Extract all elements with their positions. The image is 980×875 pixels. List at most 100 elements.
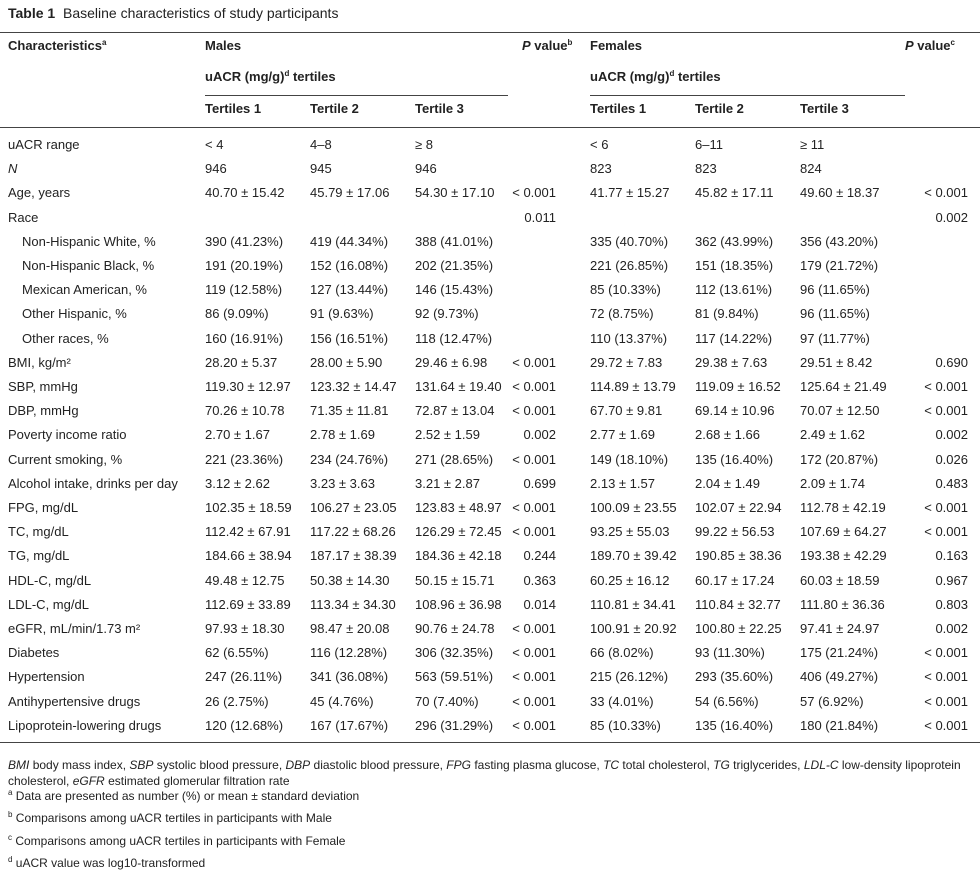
subheader: uACR (mg/g)d tertiles [590,69,721,85]
abbr-text: total cholesterol, [622,758,710,772]
row-label: Age, years [8,185,71,201]
cell: 945 [310,161,332,177]
footnote-mark: d [284,69,290,78]
cell: 117.22 ± 68.26 [310,524,396,540]
row-label: Hypertension [8,669,85,685]
cell: 86 (9.09%) [205,306,269,322]
abbr-text: triglycerides, [733,758,801,772]
cell: < 0.001 [924,645,968,661]
row-label: TC, mg/dL [8,524,69,540]
footnote: b Comparisons among uACR tertiles in par… [8,810,332,826]
cell: 72 (8.75%) [590,306,654,322]
cell: 190.85 ± 38.36 [695,548,782,564]
cell: 2.78 ± 1.69 [310,427,375,443]
cell: 98.47 ± 20.08 [310,621,390,636]
cell: 29.72 ± 7.83 [590,354,663,370]
cell: 67.70 ± 9.81 [590,403,663,419]
abbr: BMI [8,758,30,772]
cell: 60.03 ± 18.59 [800,572,880,588]
cell: < 0.001 [924,693,968,709]
cell: 180 (21.84%) [800,717,879,733]
cell: 70.26 ± 10.78 [205,403,285,419]
row-label: Antihypertensive drugs [8,693,141,709]
cell: < 0.001 [512,693,556,709]
cell: 179 (21.72%) [800,258,879,273]
cell: 167 (17.67%) [310,717,389,733]
cell: 3.12 ± 2.62 [205,475,270,491]
cell: 156 (16.51%) [310,330,389,346]
row-label: FPG, mg/dL [8,500,79,515]
cell: 187.17 ± 38.39 [310,548,397,564]
subheader-tail: tertiles [677,69,721,84]
row-label: Other races, % [22,330,109,346]
cell: 107.69 ± 64.27 [800,524,887,540]
cell: 823 [695,161,717,177]
cell: 306 (32.35%) [415,645,494,661]
cell: 110.81 ± 34.41 [590,596,676,612]
footnote-mark: b [8,810,13,819]
footnote-mark: c [8,833,12,842]
cell: 50.15 ± 15.71 [415,572,495,588]
cell: 362 (43.99%) [695,233,774,249]
cell: 0.483 [935,475,968,491]
cell: 335 (40.70%) [590,233,669,249]
cell: 71.35 ± 11.81 [310,403,389,419]
cell: 119.30 ± 12.97 [205,379,291,394]
cell: < 0.001 [512,451,556,467]
cell: 2.70 ± 1.67 [205,427,270,443]
cell: 33 (4.01%) [590,693,654,709]
footnote-text: Data are presented as number (%) or mean… [15,789,360,803]
cell: 50.38 ± 14.30 [310,572,390,588]
cell: ≥ 8 [415,137,433,152]
row-label: Other Hispanic, % [22,306,127,322]
cell: < 0.001 [512,717,556,733]
cell: 108.96 ± 36.98 [415,596,502,612]
row-label: LDL-C, mg/dL [8,596,89,612]
cell: 92 (9.73%) [415,306,479,322]
cell: < 0.001 [924,717,968,733]
cell: 112.42 ± 67.91 [205,524,291,540]
cell: 0.803 [935,596,968,612]
cell: 96 (11.65%) [800,282,870,298]
row-label: Race [8,209,39,225]
cell: 112.69 ± 33.89 [205,596,291,612]
cell: 91 (9.63%) [310,306,374,322]
cell: 6–11 [695,137,723,152]
footnote-mark: a [8,788,13,797]
abbr: FPG [446,758,471,772]
cell: 247 (26.11%) [205,669,283,685]
cell: 40.70 ± 15.42 [205,185,285,201]
cell: 119.09 ± 16.52 [695,379,781,394]
cell: 110 (13.37%) [590,330,668,346]
cell: 2.13 ± 1.57 [590,475,655,491]
cell: 563 (59.51%) [415,669,494,685]
row-label: uACR range [8,137,80,152]
cell: < 0.001 [512,669,556,685]
row-label: Lipoprotein-lowering drugs [8,717,162,733]
cell: 221 (26.85%) [590,258,669,273]
cell: 28.20 ± 5.37 [205,354,278,370]
cell: < 0.001 [512,524,556,540]
cell: < 4 [205,137,224,152]
cell: 45.82 ± 17.11 [695,185,774,201]
cell: < 0.001 [924,403,968,419]
row-label: SBP, mmHg [8,379,78,394]
cell: 96 (11.65%) [800,306,870,322]
cell: 419 (44.34%) [310,233,389,249]
cell: 0.363 [523,572,556,588]
cell: 0.002 [935,427,968,443]
cell: 406 (49.27%) [800,669,879,685]
cell: 60.25 ± 16.12 [590,572,670,588]
cell: 2.49 ± 1.62 [800,427,865,443]
cell: < 0.001 [512,645,556,661]
row-label: Diabetes [8,645,60,661]
abbr: DBP [285,758,311,772]
cell: 296 (31.29%) [415,717,494,733]
row-label: Current smoking, % [8,451,123,467]
cell: 0.163 [935,548,968,564]
cell: 127 (13.44%) [310,282,389,298]
cell: 356 (43.20%) [800,233,879,249]
cell: 0.244 [523,548,556,564]
cell: 111.80 ± 36.36 [800,596,885,612]
